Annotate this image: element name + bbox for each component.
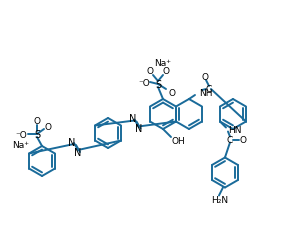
- Text: O: O: [162, 67, 169, 76]
- Text: ⁻O: ⁻O: [15, 130, 27, 139]
- Text: OH: OH: [171, 137, 185, 146]
- Text: Na⁺: Na⁺: [155, 58, 172, 67]
- Text: N: N: [68, 137, 76, 147]
- Text: O: O: [34, 117, 40, 126]
- Text: ⁻O: ⁻O: [138, 78, 150, 87]
- Text: C: C: [227, 135, 233, 144]
- Text: N: N: [74, 147, 82, 157]
- Text: C: C: [206, 85, 212, 94]
- Text: O: O: [201, 72, 208, 81]
- Text: N: N: [135, 124, 142, 134]
- Text: O: O: [169, 88, 175, 97]
- Text: O: O: [239, 135, 246, 144]
- Text: NH: NH: [199, 88, 213, 97]
- Text: O: O: [146, 67, 153, 76]
- Text: Na⁺: Na⁺: [12, 140, 30, 149]
- Text: O: O: [44, 123, 52, 132]
- Text: S: S: [34, 129, 40, 139]
- Text: N: N: [129, 114, 136, 124]
- Text: HN: HN: [228, 125, 242, 134]
- Text: H₂N: H₂N: [211, 195, 229, 204]
- Text: S: S: [155, 80, 161, 90]
